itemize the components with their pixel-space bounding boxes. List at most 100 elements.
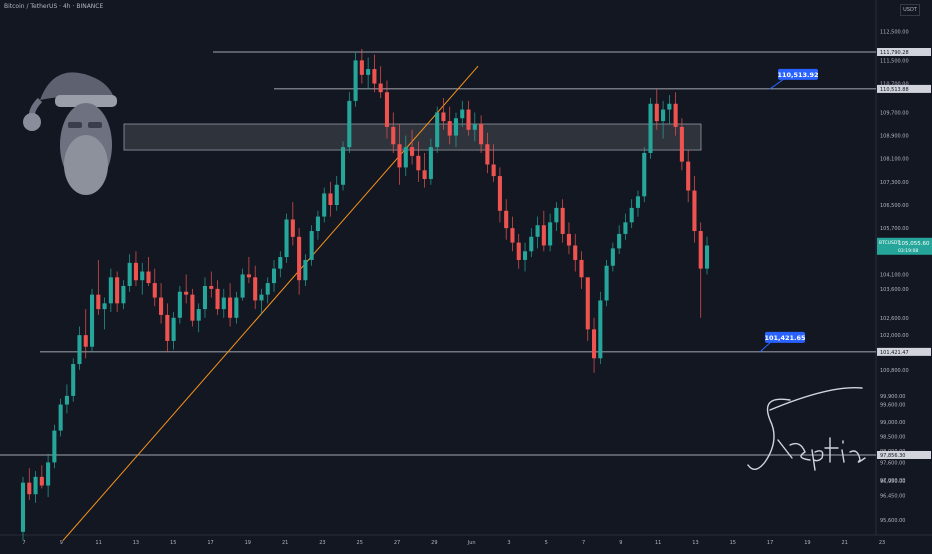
date-tick-label: 9 xyxy=(619,540,622,546)
date-tick-label: 9 xyxy=(60,540,63,546)
candle xyxy=(384,92,390,127)
candle xyxy=(259,294,264,301)
price-tick-label: 110,700.00 xyxy=(880,82,909,88)
candle xyxy=(617,233,622,249)
candle xyxy=(64,395,69,405)
level-label: 97,856.30 xyxy=(880,453,905,459)
candle xyxy=(510,228,515,243)
candle xyxy=(585,277,590,330)
candle xyxy=(610,248,615,266)
candle xyxy=(20,482,26,532)
callout-label: 110,513.92 xyxy=(777,71,818,79)
candle xyxy=(573,245,578,260)
candle xyxy=(52,430,57,463)
symbol-title: Bitcoin / TetherUS · 4h · BINANCE xyxy=(4,3,104,10)
candle xyxy=(39,476,44,486)
candle xyxy=(579,259,584,278)
date-tick-label: 15 xyxy=(730,540,736,546)
price-tick-label: 99,900.00 xyxy=(880,394,905,400)
date-tick-label: 15 xyxy=(170,540,176,546)
candle xyxy=(271,268,277,284)
candle xyxy=(410,147,415,156)
date-tick-label: 17 xyxy=(207,540,213,546)
candle xyxy=(654,103,659,122)
date-tick-label: 27 xyxy=(394,540,400,546)
candle xyxy=(209,285,214,289)
candle xyxy=(27,482,32,495)
candle xyxy=(541,225,546,246)
candle xyxy=(667,103,672,110)
candle xyxy=(592,329,597,359)
price-tick-label: 108,900.00 xyxy=(880,134,909,140)
candle xyxy=(635,196,641,208)
candle xyxy=(221,297,226,310)
candle xyxy=(115,277,120,304)
date-tick-label: 7 xyxy=(22,540,25,546)
level-label: 110,513.88 xyxy=(880,87,909,93)
callout-label: 101,421.65 xyxy=(764,334,806,342)
candle xyxy=(566,233,571,246)
date-tick-label: Jun xyxy=(467,540,476,546)
candle xyxy=(265,283,270,295)
currency-button[interactable]: USDT xyxy=(900,4,920,16)
candle xyxy=(391,126,396,145)
date-tick-label: 3 xyxy=(507,540,510,546)
candle xyxy=(441,112,446,122)
candle xyxy=(453,118,459,136)
candle xyxy=(253,277,258,301)
candle xyxy=(522,251,528,260)
candle xyxy=(121,285,126,304)
date-tick-label: 25 xyxy=(357,540,363,546)
santa-portrait-image xyxy=(23,72,117,195)
candle xyxy=(516,242,521,260)
candle xyxy=(504,210,509,229)
candle xyxy=(491,164,496,177)
candle xyxy=(240,274,245,298)
current-price: 105,055.60 xyxy=(898,241,930,247)
candle xyxy=(340,147,346,185)
level-label-box xyxy=(877,84,931,93)
candle-countdown: 03:19:08 xyxy=(898,248,918,254)
date-tick-label: 11 xyxy=(655,540,661,546)
candle xyxy=(171,317,176,341)
candle xyxy=(303,259,308,281)
candle xyxy=(315,216,320,232)
candle xyxy=(661,109,666,122)
callout-pointer xyxy=(759,341,772,353)
price-tick-label: 108,100.00 xyxy=(880,157,909,163)
level-label-box xyxy=(877,347,931,356)
candle xyxy=(604,265,609,301)
candle xyxy=(704,245,710,269)
price-tick-label: 99,600.00 xyxy=(880,403,905,409)
date-tick-label: 19 xyxy=(804,540,810,546)
price-tick-label: 102,600.00 xyxy=(880,316,909,322)
candle xyxy=(529,236,534,252)
candle xyxy=(535,225,540,237)
candle xyxy=(127,262,132,286)
candle xyxy=(309,231,314,260)
candle xyxy=(228,297,233,318)
level-label-box xyxy=(877,450,931,459)
price-tick-label: 97,000.00 xyxy=(880,478,905,484)
candle xyxy=(77,335,82,365)
price-tick-label: 96,950.00 xyxy=(880,479,905,485)
candle xyxy=(46,462,51,486)
candle xyxy=(642,152,647,197)
date-tick-label: 21 xyxy=(282,540,288,546)
price-tick-label: 105,700.00 xyxy=(880,226,909,232)
candle xyxy=(215,288,220,310)
candle xyxy=(648,103,653,153)
date-tick-label: 11 xyxy=(95,540,101,546)
candle xyxy=(353,60,358,101)
candle xyxy=(196,309,201,321)
callout-box xyxy=(765,331,805,343)
candle xyxy=(472,124,477,130)
candle xyxy=(146,271,151,284)
candle xyxy=(184,291,189,295)
candle xyxy=(598,300,603,359)
candle xyxy=(347,100,352,148)
date-tick-label: 29 xyxy=(431,540,437,546)
